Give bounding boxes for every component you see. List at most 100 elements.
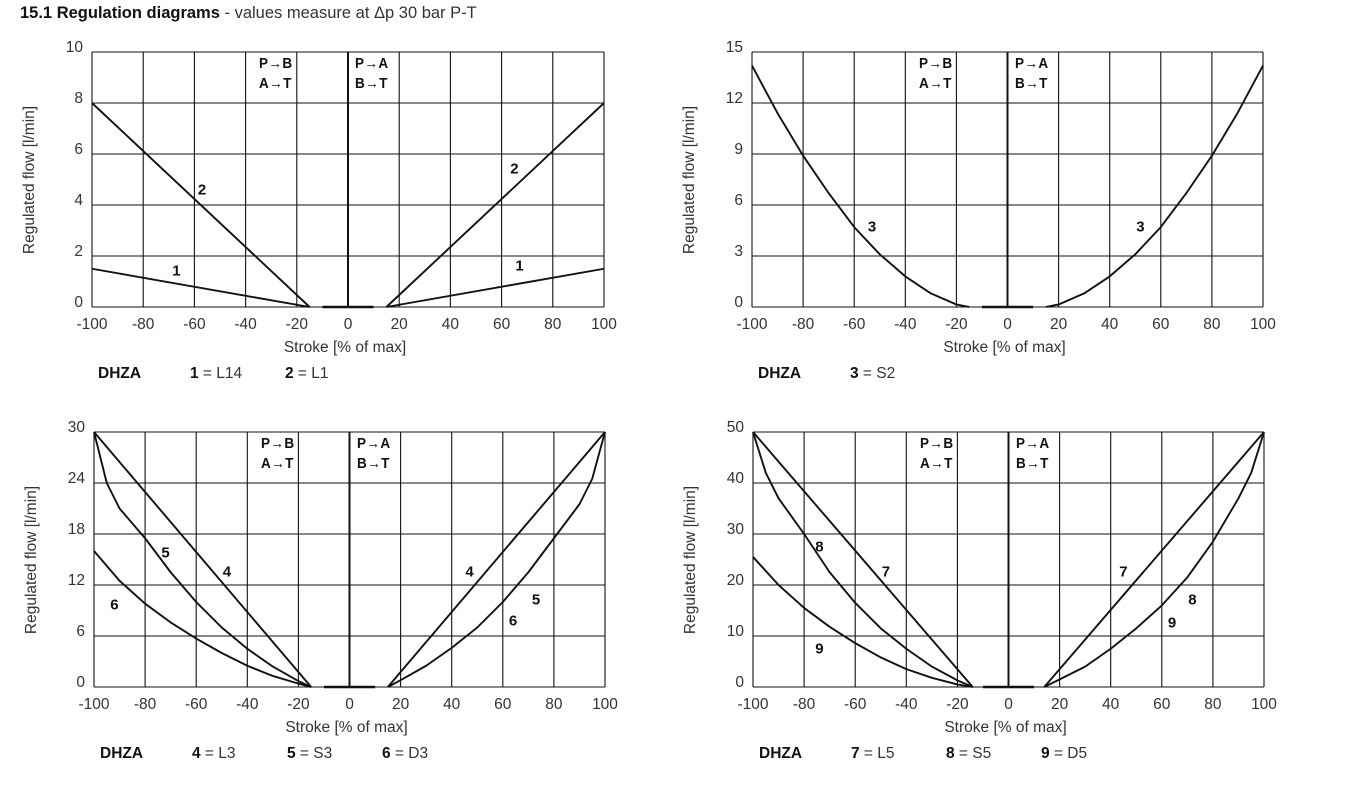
- curve-label-5: 5: [161, 544, 170, 562]
- x-tick-label: -40: [894, 316, 917, 333]
- legend-entry-code: L1: [311, 365, 329, 382]
- flow-label-b-t: B→T: [1014, 75, 1048, 92]
- legend-entry: 4 = L3: [192, 745, 236, 763]
- y-axis-label: Regulated flow [l/min]: [682, 485, 699, 634]
- curve-label-7: 7: [881, 563, 891, 581]
- x-tick-label: 40: [443, 696, 461, 713]
- x-tick-label: -40: [895, 696, 918, 713]
- curve-label-9: 9: [815, 640, 824, 658]
- series-line-2: [91, 102, 311, 308]
- curve-label-4: 4: [465, 563, 474, 581]
- y-tick-label: 3: [734, 243, 743, 260]
- x-tick-label: 0: [343, 316, 353, 333]
- flow-label-b-t: B→T: [1015, 455, 1049, 472]
- x-tick-label: -60: [842, 316, 866, 333]
- legend-equals: =: [293, 365, 312, 382]
- legend-equals: =: [858, 365, 877, 382]
- y-tick-label: 6: [74, 141, 83, 158]
- curve-label-2: 2: [510, 160, 519, 178]
- legend-entry-number: 1: [190, 365, 199, 382]
- legend-equals: =: [390, 745, 409, 762]
- y-tick-label: 2: [74, 243, 83, 260]
- x-tick-label: 40: [1101, 316, 1119, 333]
- x-tick-label: -60: [183, 316, 206, 333]
- x-tick-label: 60: [1152, 316, 1170, 333]
- x-tick-label: 0: [1004, 696, 1013, 713]
- curve-label-6: 6: [110, 596, 119, 614]
- x-tick-label: 20: [1050, 696, 1069, 713]
- legend-entry-number: 9: [1041, 745, 1050, 762]
- x-tick-label: 20: [391, 696, 410, 713]
- y-tick-label: 6: [76, 623, 85, 640]
- curve-label-4: 4: [222, 563, 232, 581]
- legend-equals: =: [859, 745, 878, 762]
- legend-entry: 5 = S3: [287, 745, 332, 763]
- legend-entry-number: 4: [192, 745, 201, 762]
- x-tick-label: -20: [946, 696, 969, 713]
- x-tick-label: -80: [791, 316, 815, 333]
- legend-equals: =: [295, 745, 314, 762]
- curve-label-6: 6: [508, 612, 518, 630]
- x-tick-label: 60: [492, 316, 511, 333]
- legend-equals: =: [1049, 745, 1068, 762]
- legend-equals: =: [200, 745, 219, 762]
- curve-label-3: 3: [1136, 218, 1145, 236]
- legend-entry-code: S3: [313, 745, 333, 762]
- x-tick-label: 60: [494, 696, 512, 713]
- x-tick-label: -100: [736, 316, 768, 333]
- x-tick-label: -80: [792, 696, 816, 713]
- y-tick-label: 12: [725, 90, 743, 107]
- legend-model-name: DHZA: [100, 745, 144, 762]
- flow-label-b-t: B→T: [356, 455, 390, 472]
- legend-entry: 1 = L14: [190, 365, 242, 383]
- flow-label-p-b: P→B: [260, 435, 295, 452]
- legend-entry-number: 8: [946, 745, 955, 762]
- x-tick-label: 0: [345, 696, 354, 713]
- curve-label-8: 8: [815, 538, 824, 556]
- x-tick-label: -100: [76, 316, 108, 333]
- legend-entry-code: S2: [876, 365, 896, 382]
- flow-label-a-t: A→T: [919, 455, 953, 472]
- series-line-4: [387, 431, 606, 688]
- y-tick-label: 8: [74, 90, 83, 107]
- flow-label-p-a: P→A: [355, 55, 389, 72]
- legend-entry: 3 = S2: [850, 365, 895, 383]
- y-tick-label: 15: [725, 39, 743, 56]
- curve-label-3: 3: [867, 218, 877, 236]
- curve-label-5: 5: [531, 591, 541, 609]
- y-axis-label: Regulated flow [l/min]: [681, 105, 698, 254]
- x-tick-label: -40: [236, 696, 259, 713]
- y-tick-label: 6: [734, 192, 743, 209]
- legend-entry-code: D3: [408, 745, 429, 762]
- flow-label-p-a: P→A: [1015, 435, 1050, 452]
- x-tick-label: -100: [78, 696, 110, 713]
- legend-equals: =: [954, 745, 973, 762]
- flow-label-p-a: P→A: [356, 435, 391, 452]
- series-line-3: [751, 65, 970, 308]
- y-tick-label: 0: [74, 294, 83, 311]
- legend-model: DHZA: [98, 365, 141, 383]
- x-axis-label: Stroke [% of max]: [944, 719, 1067, 736]
- legend-entry-code: D5: [1067, 745, 1088, 762]
- page-title: 15.1 Regulation diagrams - values measur…: [20, 4, 477, 23]
- y-tick-label: 24: [67, 470, 85, 487]
- x-tick-label: 80: [545, 696, 563, 713]
- flow-label-p-b: P→B: [918, 55, 953, 72]
- x-tick-label: 100: [591, 316, 617, 333]
- curve-label-7: 7: [1119, 563, 1128, 581]
- flow-label-p-a: P→A: [1014, 55, 1049, 72]
- x-tick-label: 100: [592, 696, 618, 713]
- x-tick-label: 20: [1049, 316, 1068, 333]
- legend-entry-number: 5: [287, 745, 296, 762]
- legend-model: DHZA: [758, 365, 801, 383]
- legend-entry: 2 = L1: [285, 365, 329, 383]
- x-tick-label: 40: [1102, 696, 1120, 713]
- legend-entry-code: L14: [216, 365, 243, 382]
- y-tick-label: 12: [67, 572, 85, 589]
- x-tick-label: 0: [1003, 316, 1012, 333]
- legend-entry-number: 3: [850, 365, 859, 382]
- y-tick-label: 4: [74, 192, 83, 209]
- series-line-5: [387, 431, 606, 688]
- y-tick-label: 0: [76, 674, 85, 691]
- curve-label-2: 2: [197, 181, 207, 199]
